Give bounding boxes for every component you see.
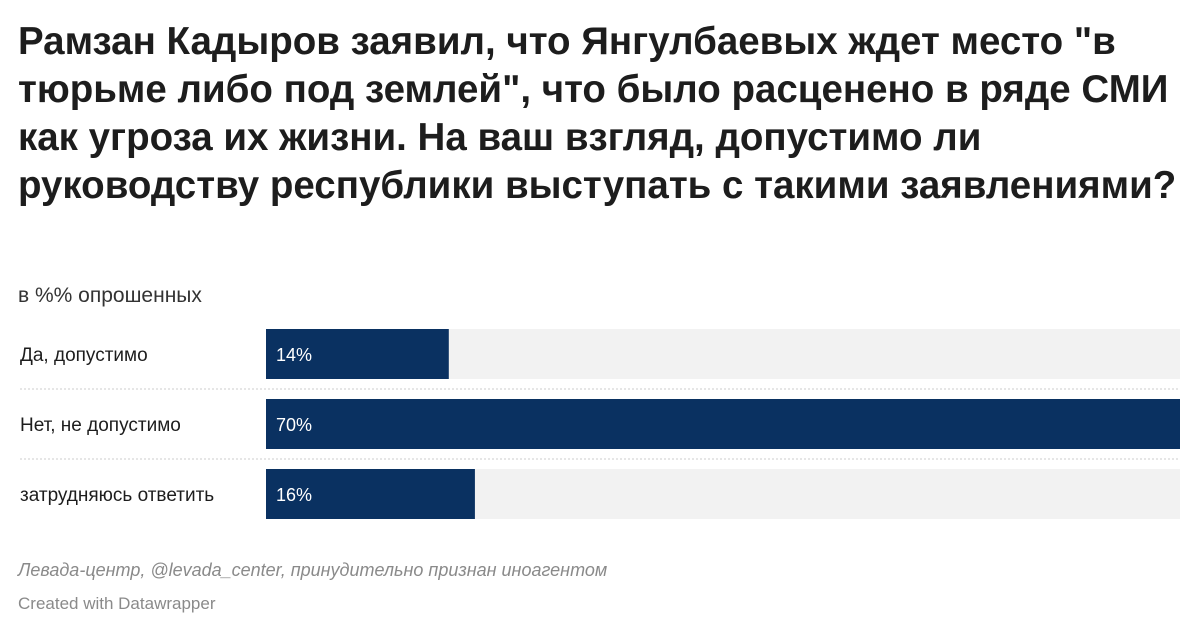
value-label: 70% — [276, 415, 312, 435]
value-label: 16% — [276, 485, 312, 505]
source-note: Левада-центр, @levada_center, принудител… — [18, 560, 608, 580]
bar — [266, 469, 475, 519]
bar — [266, 399, 1180, 449]
datawrapper-credit: Created with Datawrapper — [18, 594, 216, 613]
category-label: затрудняюсь ответить — [20, 485, 214, 506]
category-label: Да, допустимо — [20, 345, 148, 366]
category-label: Нет, не допустимо — [20, 415, 181, 436]
chart-subtitle: в %% опрошенных — [18, 284, 202, 307]
bar — [266, 329, 449, 379]
value-label: 14% — [276, 345, 312, 365]
chart-title: Рамзан Кадыров заявил, что Янгулбаевых ж… — [18, 20, 1177, 207]
